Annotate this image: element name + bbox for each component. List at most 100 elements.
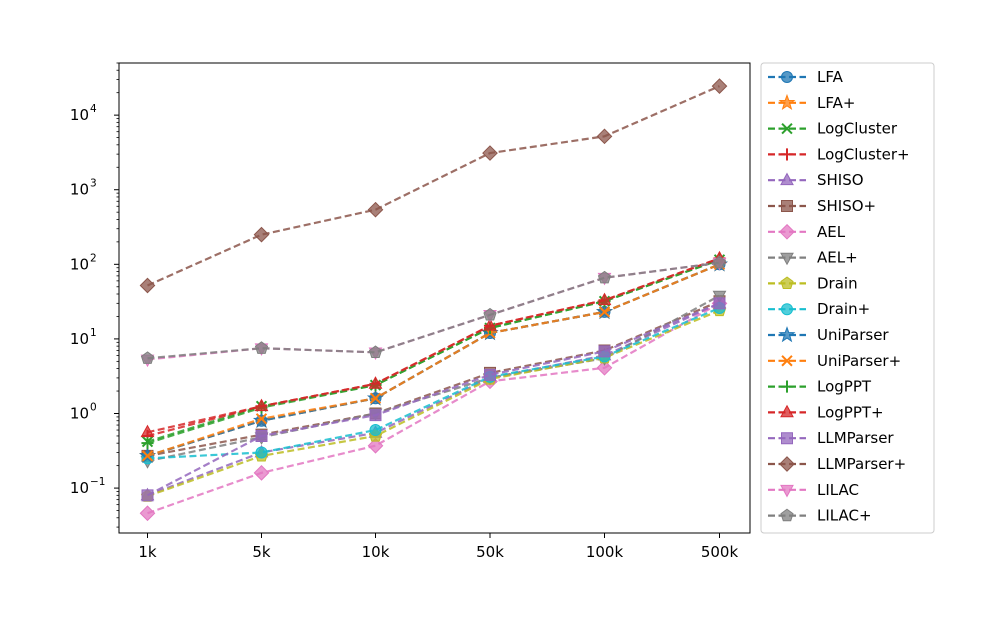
data-point (596, 359, 613, 376)
series-line (147, 302, 720, 497)
legend-item: LogCluster+ (768, 145, 910, 163)
legend-label: AEL (817, 223, 846, 241)
y-tick-label: 10 (70, 330, 89, 348)
legend-label: LLMParser (817, 429, 894, 447)
legend-item: LILAC (768, 481, 859, 499)
legend-marker (780, 172, 794, 186)
legend-item: UniParser+ (768, 352, 901, 370)
y-tick-exponent: 2 (90, 252, 97, 264)
data-point (254, 398, 269, 412)
legend-marker (781, 122, 793, 135)
data-point (369, 392, 382, 404)
data-point (140, 424, 155, 438)
data-point (483, 307, 497, 321)
legend-item: LogCluster (768, 120, 898, 138)
legend-marker (781, 303, 793, 316)
data-point (140, 351, 155, 364)
legend-item: LogPPT (768, 378, 872, 396)
data-point (712, 290, 727, 304)
y-tick-label: 10 (70, 106, 89, 124)
legend-label: Drain+ (817, 300, 870, 318)
data-point (482, 145, 498, 161)
legend-item: LLMParser+ (768, 455, 906, 473)
legend-marker (780, 404, 794, 418)
data-point (139, 505, 156, 522)
legend-label: LFA+ (817, 94, 855, 112)
legend-marker (780, 484, 794, 498)
legend: LFA LFA+ LogCluster LogCluster+ SHISO SHISO+ A… (760, 62, 935, 534)
series-line (147, 257, 720, 434)
legend-label: LFA (817, 68, 844, 86)
legend-label: LogPPT (817, 378, 872, 396)
legend-marker (778, 326, 796, 343)
data-point (253, 465, 270, 481)
data-point (255, 446, 268, 459)
x-tick-label: 100k (586, 543, 624, 561)
x-tick-label: 1k (138, 543, 157, 561)
legend-marker (778, 93, 796, 111)
legend-label: LogCluster (817, 120, 898, 138)
data-point (711, 78, 728, 94)
legend-label: AEL+ (817, 249, 858, 267)
legend-item: LFA (768, 68, 844, 86)
legend-label: UniParser (817, 326, 889, 344)
x-tick-label: 5k (252, 543, 271, 561)
data-point (369, 409, 382, 422)
legend-label: LILAC+ (817, 507, 872, 525)
data-point (367, 437, 384, 454)
legend-marker (781, 71, 793, 83)
legend-item: AEL+ (768, 249, 858, 267)
data-point (597, 292, 612, 306)
data-point (255, 429, 268, 442)
data-point (255, 413, 268, 425)
data-point (713, 297, 726, 310)
legend-marker (781, 200, 793, 212)
legend-item: Drain+ (768, 300, 870, 318)
y-tick-exponent: 4 (90, 103, 97, 115)
legend-item: UniParser (768, 326, 889, 344)
legend-item: Drain (768, 274, 858, 292)
series-layer (139, 78, 728, 522)
data-point (141, 489, 154, 502)
legend-item: LILAC+ (768, 507, 872, 525)
series-line (147, 261, 720, 360)
y-tick-exponent: 3 (90, 178, 97, 190)
series-line (147, 263, 720, 457)
series-line (147, 258, 720, 445)
legend-label: SHISO+ (817, 197, 876, 215)
legend-label: LogCluster+ (817, 145, 910, 163)
data-point (141, 450, 154, 462)
series-line (147, 300, 720, 457)
y-tick-label: 10 (70, 181, 89, 199)
data-point (139, 277, 156, 294)
data-point (368, 345, 383, 358)
legend-marker (780, 276, 794, 290)
legend-label: Drain (817, 274, 858, 292)
data-point (368, 376, 383, 389)
legend-marker (779, 223, 795, 240)
data-point (367, 201, 384, 218)
data-point (253, 226, 270, 243)
series-llmparser-plus (139, 78, 728, 294)
series-line (147, 302, 721, 515)
data-point (254, 341, 269, 354)
legend-item: SHISO (768, 171, 864, 189)
series-line (147, 294, 721, 463)
x-tick-label: 10k (362, 543, 390, 561)
y-tick-exponent: 1 (90, 327, 97, 339)
series-line (147, 306, 720, 460)
data-point (598, 345, 611, 358)
y-tick-label: 10 (70, 479, 89, 497)
legend-label: LLMParser+ (817, 455, 906, 473)
legend-item: AEL (768, 223, 846, 241)
series-line (147, 85, 720, 287)
legend-marker (780, 508, 794, 522)
y-tick-exponent: 0 (90, 402, 97, 414)
legend-marker (780, 148, 794, 161)
series-line (146, 302, 720, 497)
legend-marker (779, 456, 795, 472)
legend-item: LogPPT+ (768, 403, 884, 421)
y-tick-label: 10 (70, 405, 89, 423)
